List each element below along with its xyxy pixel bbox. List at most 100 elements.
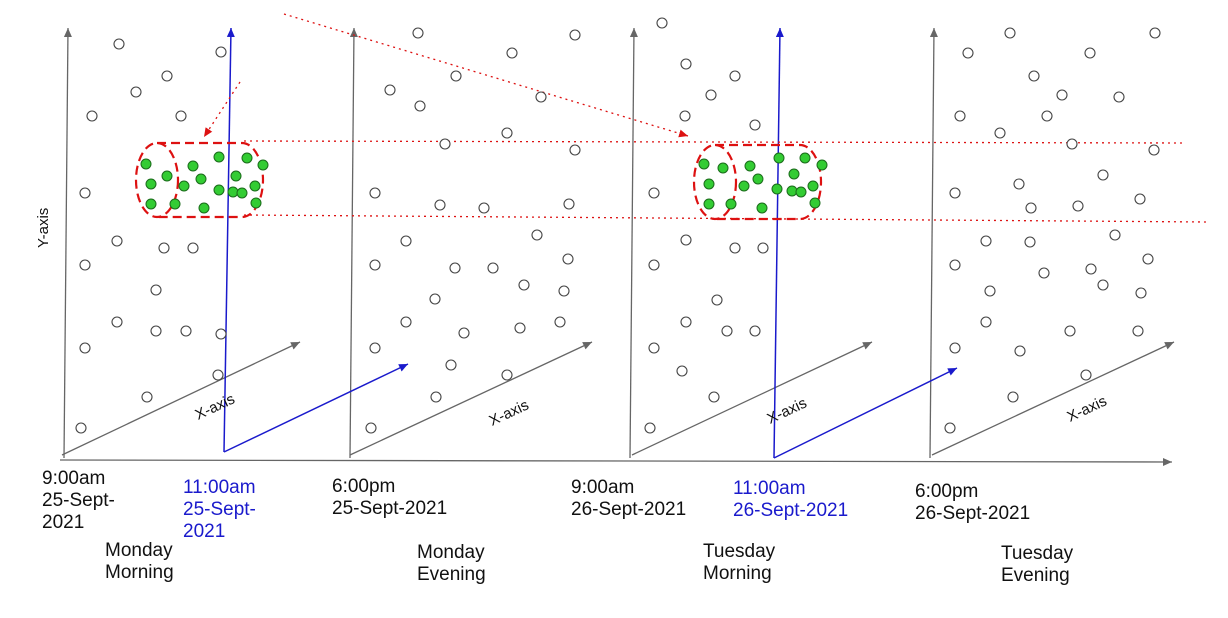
y-axis-monday-9am (63, 27, 72, 459)
x-axis-label: X-axis (487, 397, 532, 430)
date-text: 26-Sept-2021 (571, 499, 687, 520)
highlighted-point (795, 186, 807, 198)
background-point (944, 422, 956, 434)
background-point (1066, 138, 1078, 150)
background-point (400, 235, 412, 247)
date-text: 26-Sept-2021 (733, 500, 849, 521)
background-point (984, 285, 996, 297)
background-point (1028, 70, 1040, 82)
highlighted-point (816, 159, 828, 171)
background-point (980, 316, 992, 328)
background-point (158, 242, 170, 254)
background-point (1142, 253, 1154, 265)
time-text: 11:00am (183, 477, 256, 498)
highlighted-point (786, 185, 798, 197)
background-point (949, 187, 961, 199)
background-point (1014, 345, 1026, 357)
y-axis-label: Y-axis (35, 208, 52, 248)
background-point (1084, 47, 1096, 59)
background-point (644, 422, 656, 434)
background-point (501, 127, 513, 139)
y-axes (63, 27, 938, 459)
background-point (680, 316, 692, 328)
background-point (130, 86, 142, 98)
part-text: Evening (1001, 565, 1070, 586)
background-point (1109, 229, 1121, 241)
highlighted-point (241, 152, 253, 164)
day-text: Monday (417, 542, 485, 563)
background-point (1013, 178, 1025, 190)
background-point (175, 110, 187, 122)
x-axis-monday-6pm (349, 341, 593, 456)
highlighted-point (788, 168, 800, 180)
date-text: 25-Sept- (183, 499, 256, 520)
background-point (75, 422, 87, 434)
background-point (161, 70, 173, 82)
highlighted-point (250, 197, 262, 209)
background-point (563, 198, 575, 210)
timestamp-monday-9am: 9:00am 25-Sept- 2021 (42, 468, 115, 534)
period-monday-evening: Monday Evening (417, 542, 486, 586)
background-point (414, 100, 426, 112)
date-text: 25-Sept-2021 (332, 498, 448, 519)
background-point (518, 279, 530, 291)
background-point (1004, 27, 1016, 39)
background-point (113, 38, 125, 50)
highlighted-point (756, 202, 768, 214)
background-point (79, 187, 91, 199)
background-point (980, 235, 992, 247)
background-point (1135, 287, 1147, 299)
pointer-arrow-monday (203, 81, 241, 138)
highlighted-point (717, 162, 729, 174)
x-axes (61, 341, 1175, 456)
x-axis-tuesday-6pm (931, 341, 1175, 456)
background-point (1064, 325, 1076, 337)
background-point (1148, 144, 1160, 156)
highlighted-point (738, 180, 750, 192)
time-text: 9:00am (571, 477, 635, 498)
highlighted-point (195, 173, 207, 185)
background-point (111, 316, 123, 328)
timestamp-tuesday-9am: 9:00am 26-Sept-2021 (571, 477, 686, 521)
background-point (141, 391, 153, 403)
background-point (215, 328, 227, 340)
background-point (729, 242, 741, 254)
highlighted-point (161, 170, 173, 182)
highlighted-point (230, 170, 242, 182)
highlighted-point (771, 183, 783, 195)
background-point (1024, 236, 1036, 248)
cylinder-body (157, 141, 265, 219)
background-point (187, 242, 199, 254)
background-point (212, 369, 224, 381)
background-point (949, 259, 961, 271)
background-point (679, 110, 691, 122)
x-axis-monday-9am (61, 341, 301, 456)
time-text: 6:00pm (332, 476, 396, 497)
background-point (569, 144, 581, 156)
x-axis-label: X-axis (765, 395, 810, 428)
y-axis-monday-6pm (349, 27, 358, 459)
background-point (1097, 279, 1109, 291)
highlighted-point (178, 180, 190, 192)
highlighted-point (703, 198, 715, 210)
guide-line-bottom (243, 214, 1209, 223)
background-point (450, 70, 462, 82)
timestamp-tuesday-6pm: 6:00pm 26-Sept-2021 (915, 481, 1030, 525)
background-point (79, 342, 91, 354)
background-point (535, 91, 547, 103)
background-point (962, 47, 974, 59)
highlight-guides (203, 13, 1209, 223)
background-point (369, 342, 381, 354)
background-point (656, 17, 668, 29)
highlighted-point (227, 186, 239, 198)
date-text: 25-Sept- (42, 490, 115, 511)
highlighted-point (236, 187, 248, 199)
background-point (648, 259, 660, 271)
y-axis-tuesday-6pm (929, 27, 938, 459)
highlighted-point (703, 178, 715, 190)
background-point (430, 391, 442, 403)
background-point (458, 327, 470, 339)
background-point (1085, 263, 1097, 275)
background-point (1113, 91, 1125, 103)
background-point (721, 325, 733, 337)
